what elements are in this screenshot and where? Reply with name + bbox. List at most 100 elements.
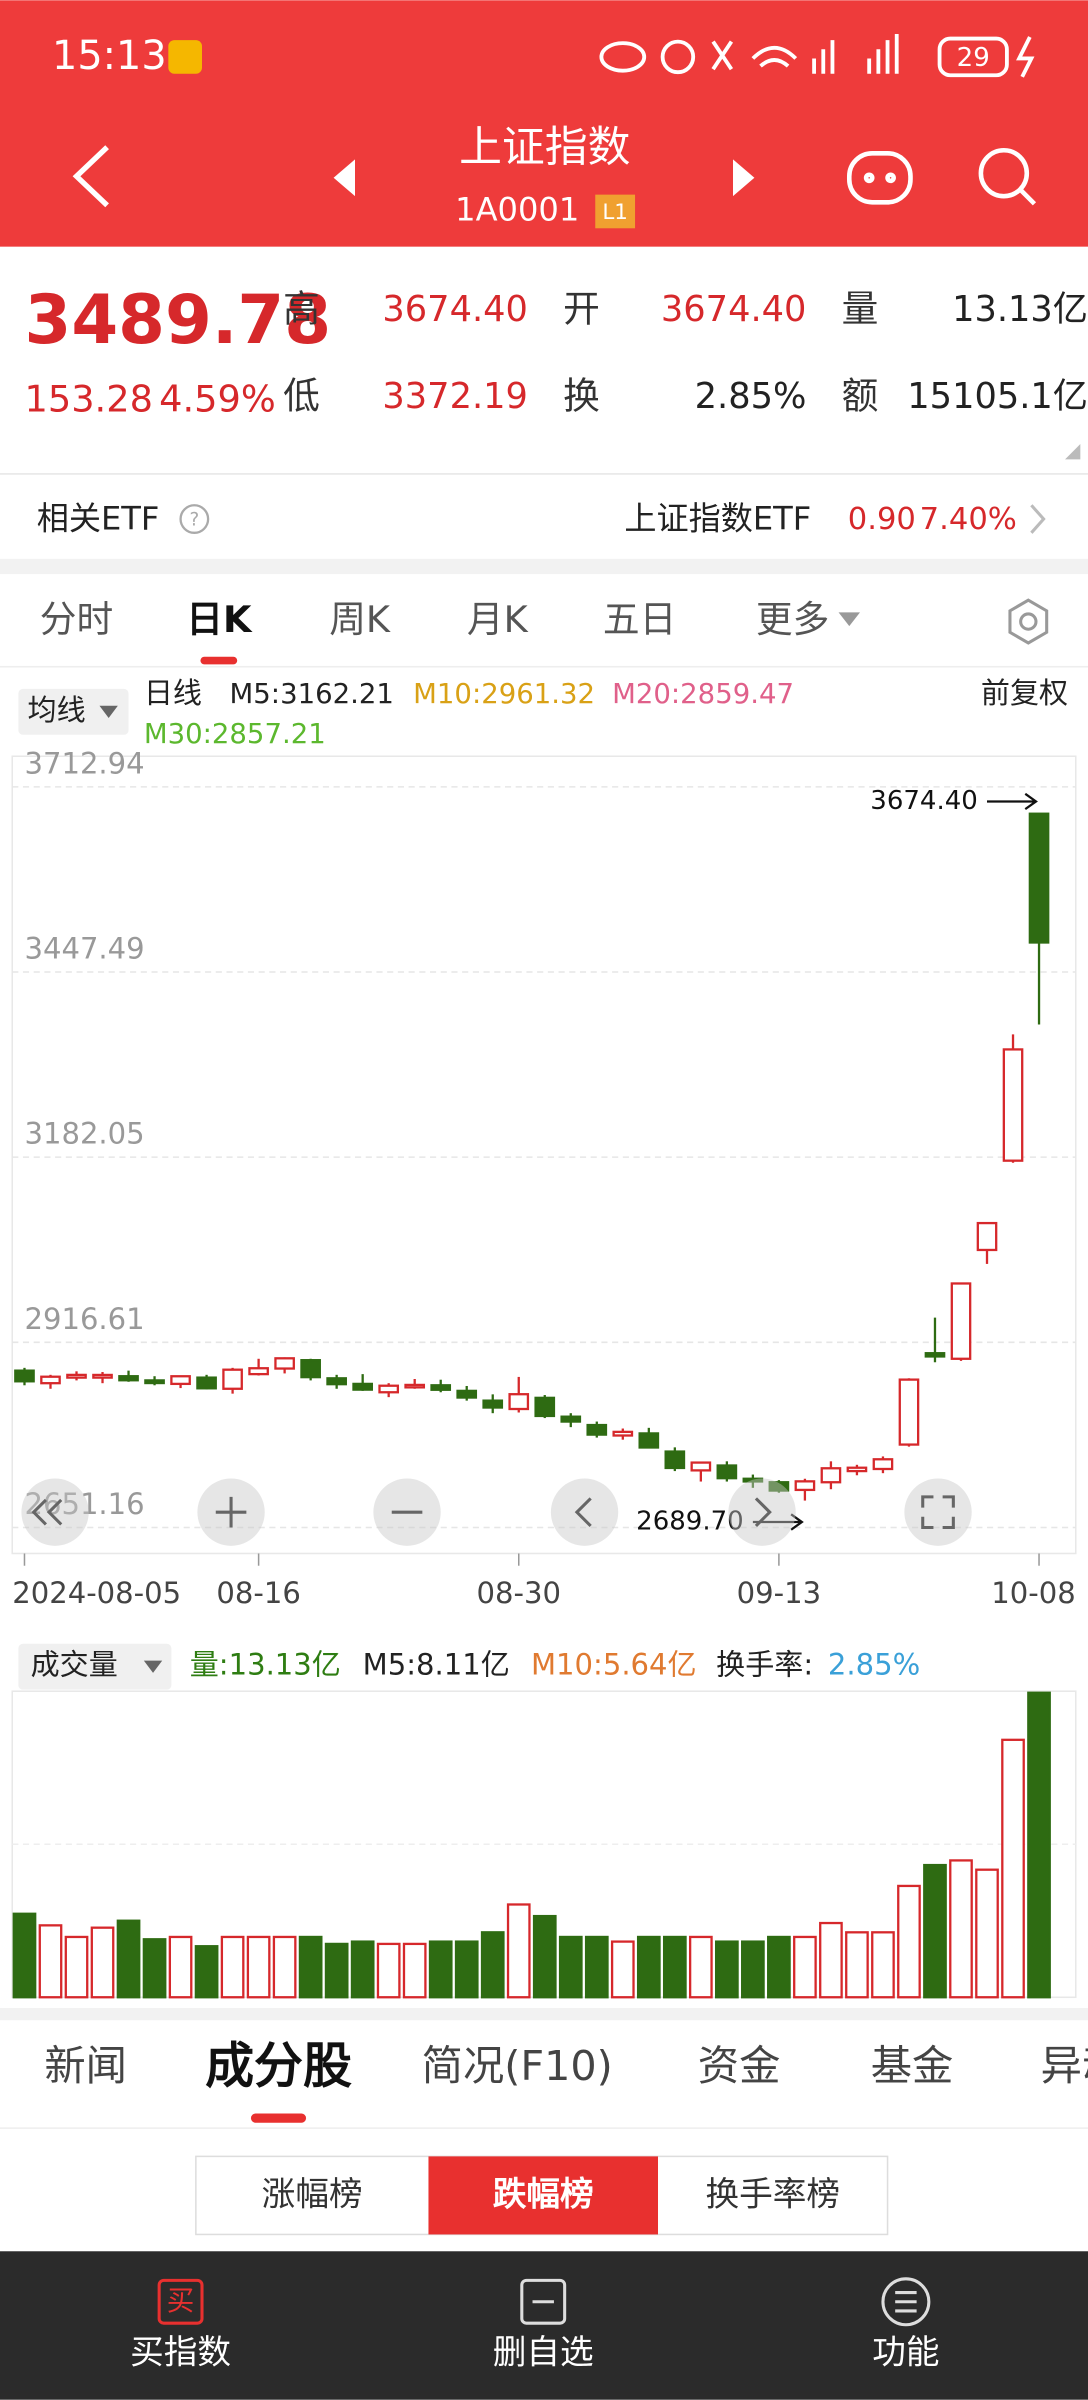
menu-icon xyxy=(881,2277,931,2327)
candle-body xyxy=(274,1357,295,1370)
volume-bar xyxy=(12,1912,37,1999)
info-tab[interactable]: 基金 xyxy=(871,2042,954,2090)
settings-icon[interactable] xyxy=(1008,598,1049,645)
info-tab[interactable]: 异动 xyxy=(1041,2042,1088,2090)
max-arrow xyxy=(987,792,1038,811)
next-button[interactable] xyxy=(732,159,755,197)
chart-control[interactable] xyxy=(550,1478,619,1546)
volume-bar xyxy=(584,1935,609,1999)
candle-body xyxy=(378,1384,400,1394)
volume-bar xyxy=(428,1940,453,1999)
change: 153.28 xyxy=(24,378,152,421)
period-tab[interactable]: 周K xyxy=(329,598,391,641)
volume-bar xyxy=(38,1924,63,1999)
x-tick-label: 09-13 xyxy=(737,1576,821,1610)
expand-mark[interactable] xyxy=(1065,444,1081,460)
field-label: 开 xyxy=(563,287,600,330)
adjust[interactable]: 前复权 xyxy=(981,676,1068,710)
y-tick-label: 2651.16 xyxy=(24,1487,144,1521)
info-tab[interactable]: 简况(F10) xyxy=(422,2042,613,2090)
nav-label[interactable]: 删自选 xyxy=(493,2332,594,2371)
menu-icon-lines xyxy=(895,2291,917,2313)
candle-body xyxy=(118,1375,139,1382)
volume-select[interactable] xyxy=(18,1643,172,1690)
volume-bar xyxy=(1027,1691,1051,1999)
search-icon[interactable] xyxy=(978,147,1037,206)
info-tab[interactable]: 成分股 xyxy=(205,2038,352,2095)
volume-bar xyxy=(506,1903,531,1999)
period-tab[interactable]: 五日 xyxy=(603,598,676,641)
status-icons xyxy=(599,33,1035,78)
chevron xyxy=(1030,504,1046,534)
indicator-select[interactable] xyxy=(18,688,129,735)
y-tick-label: 3447.49 xyxy=(24,932,144,966)
badge-bg xyxy=(595,194,636,229)
period-tab[interactable]: 月K xyxy=(467,598,529,641)
nav-label[interactable]: 买指数 xyxy=(130,2332,231,2371)
volume-bar xyxy=(871,1931,895,1999)
etf-price: 0.90 xyxy=(848,502,916,537)
period-tab[interactable]: 更多 xyxy=(756,598,829,641)
period-tab-underline xyxy=(200,656,238,665)
volume-legend: 量:13.13亿 xyxy=(190,1648,341,1682)
max-label: 3674.40 xyxy=(870,786,978,816)
info-tab[interactable]: 资金 xyxy=(698,2042,781,2090)
back-button[interactable] xyxy=(72,145,109,208)
chart-control[interactable] xyxy=(904,1478,972,1546)
period-tab[interactable]: 日K xyxy=(186,598,253,641)
field-value: 3674.40 xyxy=(661,289,807,330)
candle-body xyxy=(950,1282,972,1360)
rank-tab-active xyxy=(428,2156,659,2235)
volume-bar xyxy=(402,1942,427,1999)
volume-bar xyxy=(715,1940,739,1999)
buy-icon xyxy=(157,2278,204,2325)
rank-tab[interactable]: 涨幅榜 xyxy=(262,2175,363,2214)
chart-control[interactable] xyxy=(21,1478,89,1546)
volume-bar xyxy=(532,1914,557,1999)
info-tab[interactable]: 新闻 xyxy=(44,2042,127,2090)
y-tick-label: 3182.05 xyxy=(24,1117,144,1151)
candle-body xyxy=(248,1367,269,1376)
chart-control-glyph xyxy=(574,1497,592,1528)
nav-label[interactable]: 功能 xyxy=(872,2332,939,2371)
robot-icon[interactable] xyxy=(846,151,913,205)
volume-indicator: 成交量 xyxy=(31,1648,118,1682)
chart-control-glyph xyxy=(215,1496,247,1528)
candle-body xyxy=(872,1458,894,1471)
badge: L1 xyxy=(602,200,628,225)
help-icon[interactable] xyxy=(179,504,210,534)
ma-label: M20:2859.47 xyxy=(612,678,794,710)
candle-body xyxy=(40,1375,61,1385)
candle-body xyxy=(846,1466,868,1473)
candle-body xyxy=(170,1375,191,1386)
prev-button[interactable] xyxy=(333,159,356,197)
rank-tab[interactable]: 跌幅榜 xyxy=(493,2175,594,2214)
more-dropdown xyxy=(838,612,860,627)
volume-bar xyxy=(168,1935,193,1999)
volume-bar xyxy=(688,1935,713,1999)
candle-body xyxy=(1028,812,1050,944)
volume-bar xyxy=(923,1863,947,1999)
x-tick-label: 08-16 xyxy=(216,1576,300,1610)
battery-level: 29 xyxy=(957,43,990,73)
volume-bar xyxy=(1001,1738,1025,1999)
dropdown xyxy=(143,1660,163,1673)
volume-bar xyxy=(845,1931,869,1999)
volume-bar xyxy=(298,1935,323,1999)
volume-bar xyxy=(90,1926,115,1999)
candle-body xyxy=(482,1399,504,1409)
rank-tab[interactable]: 换手率榜 xyxy=(705,2175,840,2214)
field-value: 3372.19 xyxy=(382,376,528,417)
volume-legend: 2.85% xyxy=(828,1648,920,1682)
bottom-nav xyxy=(0,2251,1088,2400)
period-tab[interactable]: 分时 xyxy=(40,598,113,641)
volume-bar xyxy=(949,1859,973,1999)
etf-name[interactable]: 上证指数ETF xyxy=(624,500,811,538)
candle-body xyxy=(300,1359,321,1379)
volume-bar xyxy=(272,1935,297,1999)
chart-control[interactable] xyxy=(728,1478,796,1546)
nav-icon-text: 买 xyxy=(167,2285,195,2317)
status-time: 15:13 xyxy=(52,33,167,79)
etf-label: 相关ETF xyxy=(37,500,160,538)
